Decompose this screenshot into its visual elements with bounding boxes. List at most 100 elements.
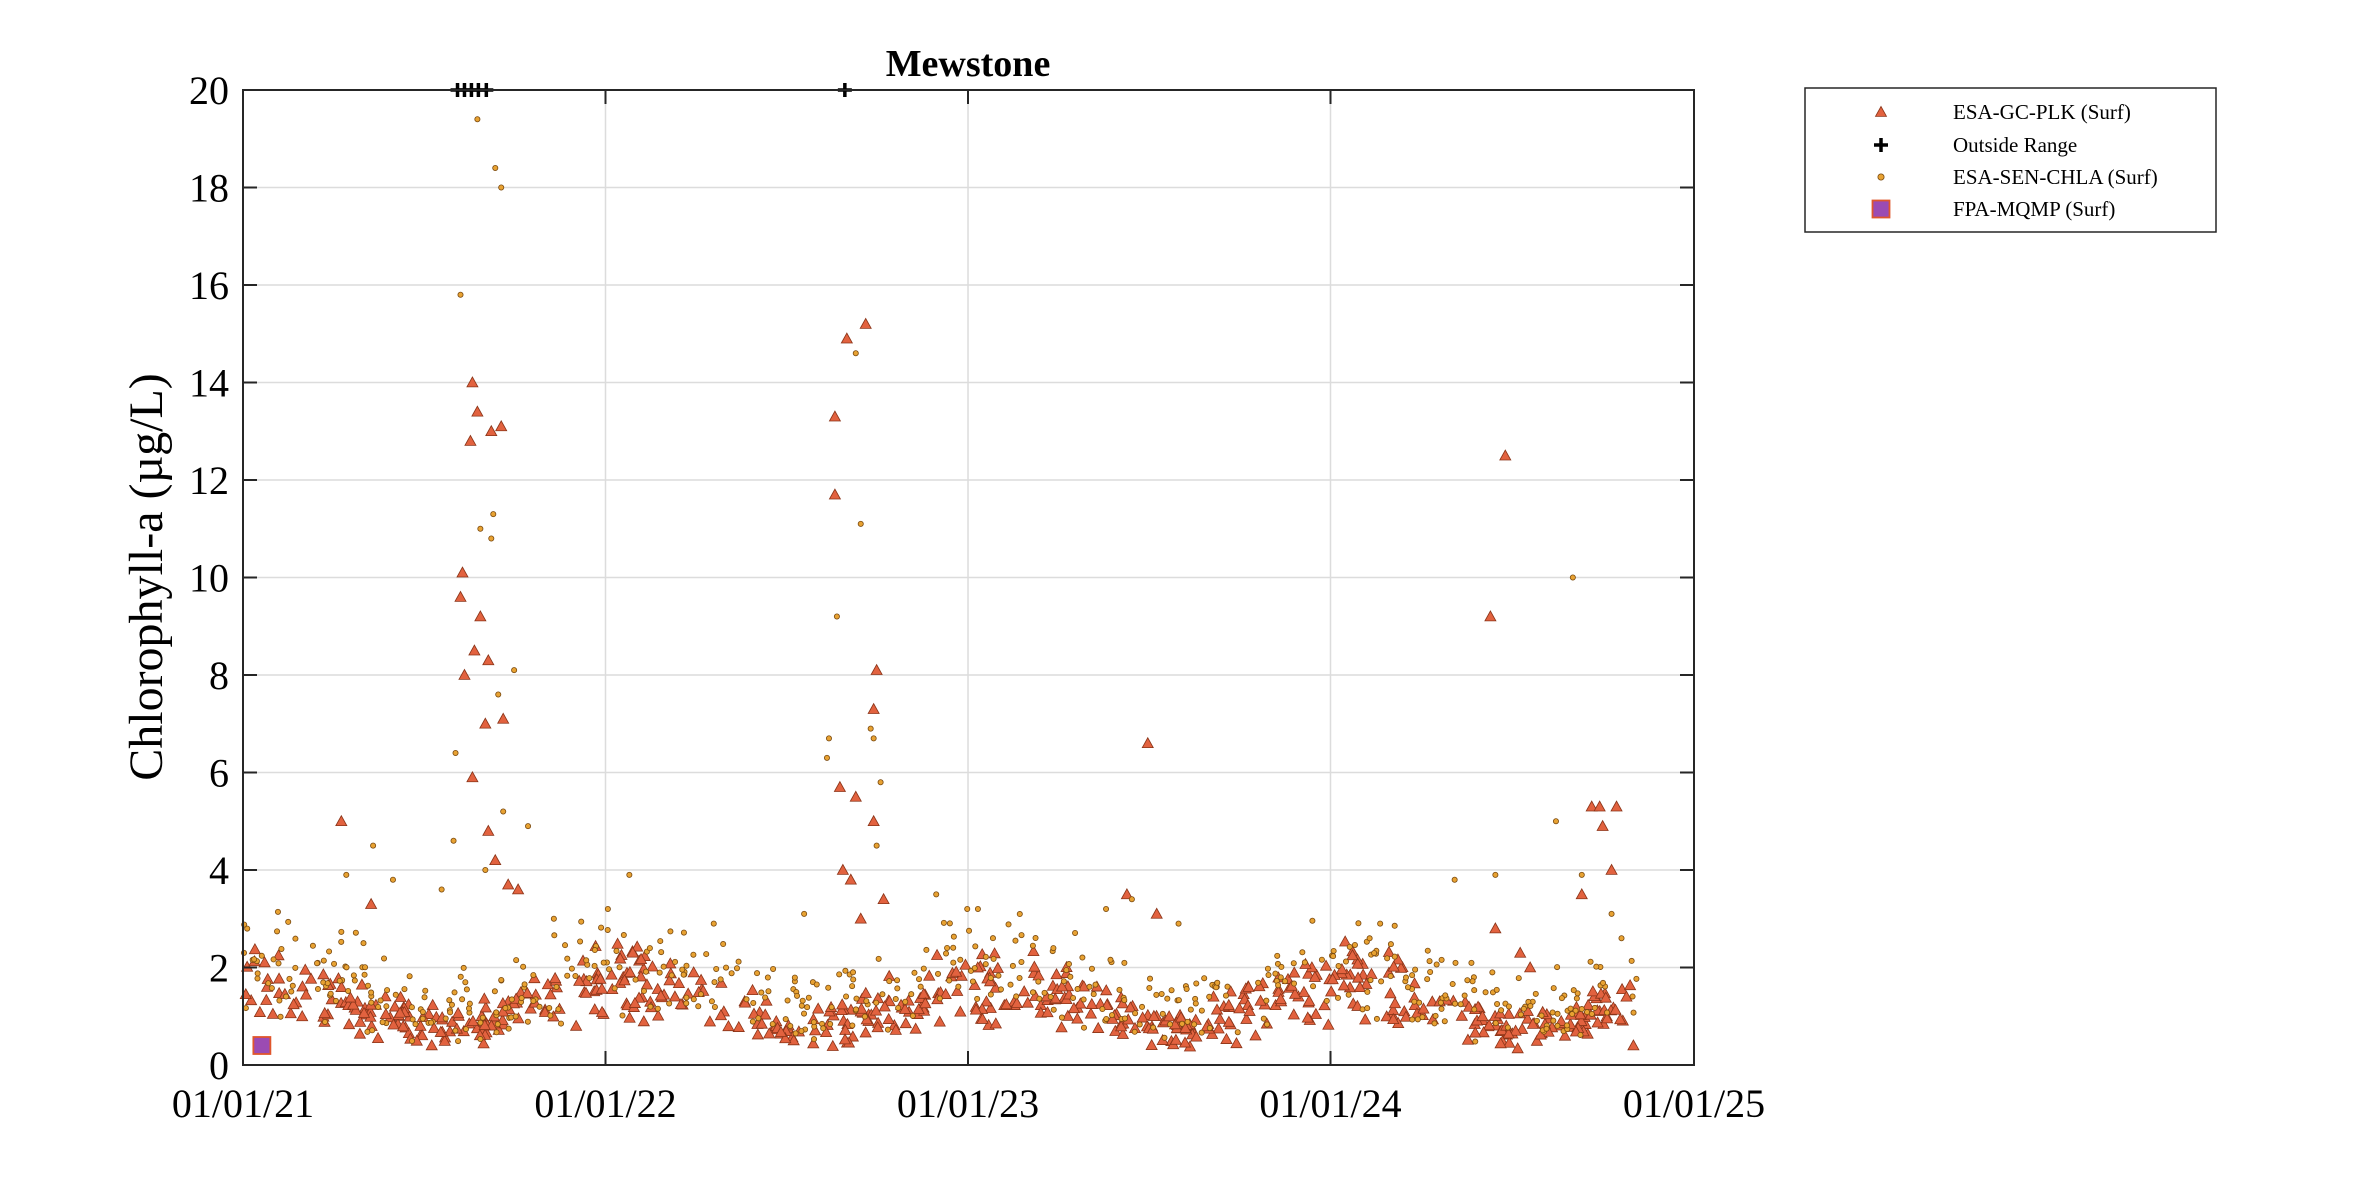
circle-marker xyxy=(511,667,518,674)
x-tick-label: 01/01/22 xyxy=(534,1081,676,1126)
triangle-marker xyxy=(1162,1010,1176,1022)
circle-marker xyxy=(493,1009,500,1016)
circle-marker xyxy=(572,972,579,979)
circle-marker xyxy=(852,1006,859,1013)
circle-marker xyxy=(521,981,528,988)
triangle-marker xyxy=(1301,1011,1314,1023)
triangle-marker xyxy=(687,966,700,978)
triangle-marker xyxy=(357,1006,371,1018)
triangle-marker xyxy=(849,790,862,802)
circle-marker xyxy=(477,525,484,532)
circle-marker xyxy=(884,1026,891,1033)
circle-marker xyxy=(892,996,899,1003)
triangle-marker xyxy=(477,1037,490,1049)
circle-marker xyxy=(1198,1029,1205,1036)
circle-marker xyxy=(268,985,275,992)
triangle-marker xyxy=(1302,967,1315,979)
circle-marker xyxy=(251,956,258,963)
triangle-marker xyxy=(1253,980,1266,992)
triangle-marker xyxy=(299,988,313,1000)
plot-area: 0 2 4 6 8 10 12 14 16 18 20 01/01/21 01/01/22 01/01/2… xyxy=(172,68,1765,1126)
circle-marker xyxy=(642,968,649,975)
triangle-marker xyxy=(296,980,309,992)
circle-marker xyxy=(530,997,537,1004)
triangle-marker xyxy=(1100,984,1113,996)
circle-marker xyxy=(1442,992,1449,999)
circle-marker xyxy=(1533,1017,1540,1024)
triangle-marker xyxy=(371,1031,385,1043)
triangle-marker xyxy=(524,1002,537,1014)
circle-marker xyxy=(1451,876,1458,883)
circle-marker xyxy=(455,1038,462,1045)
circle-marker xyxy=(1628,957,1635,964)
circle-marker xyxy=(345,987,352,994)
circle-marker xyxy=(1431,1020,1438,1027)
triangle-marker xyxy=(654,989,667,1001)
circle-marker xyxy=(964,906,971,913)
triangle-marker xyxy=(859,1026,872,1038)
circle-marker xyxy=(1549,1009,1556,1016)
x-tick-label: 01/01/23 xyxy=(897,1081,1039,1126)
circle-marker xyxy=(1520,1005,1527,1012)
triangle-marker xyxy=(1384,987,1397,999)
circle-marker xyxy=(409,1016,416,1023)
triangle-marker xyxy=(287,997,300,1010)
circle-marker xyxy=(1128,896,1135,903)
circle-marker xyxy=(974,906,981,913)
circle-marker xyxy=(314,986,321,993)
circle-marker xyxy=(755,1015,762,1022)
circle-marker xyxy=(1050,945,1057,952)
triangle-marker xyxy=(623,1011,636,1023)
circle-marker xyxy=(1058,1014,1065,1021)
circle-marker xyxy=(1489,969,1496,976)
circle-marker xyxy=(412,1021,419,1028)
circle-marker xyxy=(289,982,296,989)
triangle-marker xyxy=(588,1003,601,1015)
circle-marker xyxy=(1065,961,1072,968)
triangle-marker xyxy=(933,1015,946,1027)
triangle-marker xyxy=(1074,997,1087,1009)
triangle-marker xyxy=(466,771,479,783)
triangle-marker xyxy=(1233,1002,1246,1014)
circle-marker xyxy=(957,956,964,963)
triangle-marker xyxy=(1511,1042,1524,1054)
triangle-marker xyxy=(828,488,842,500)
circle-marker xyxy=(1193,980,1200,987)
circle-marker xyxy=(1153,991,1160,998)
circle-marker xyxy=(1367,977,1374,984)
circle-marker xyxy=(498,184,505,191)
circle-marker xyxy=(1309,917,1316,924)
triangle-marker xyxy=(1309,1007,1323,1019)
circle-marker xyxy=(863,998,870,1005)
triangle-marker xyxy=(867,702,880,714)
circle-marker xyxy=(1391,922,1398,929)
triangle-marker xyxy=(984,1001,997,1013)
triangle-marker xyxy=(1288,987,1302,999)
circle-marker xyxy=(710,920,717,927)
circle-marker xyxy=(870,735,877,742)
triangle-marker xyxy=(954,1005,967,1017)
circle-marker xyxy=(1554,1022,1561,1029)
triangle-marker xyxy=(751,1028,765,1040)
y-tick-label: 0 xyxy=(209,1043,229,1088)
circle-marker xyxy=(1029,942,1036,949)
triangle-marker xyxy=(807,1037,820,1049)
circle-marker xyxy=(474,116,481,123)
circle-marker xyxy=(950,933,957,940)
triangle-marker xyxy=(663,974,676,986)
circle-marker xyxy=(1371,950,1378,957)
triangle-marker xyxy=(949,965,963,977)
triangle-marker xyxy=(833,780,847,792)
circle-marker xyxy=(547,1012,554,1019)
circle-marker xyxy=(827,1021,834,1028)
triangle-marker xyxy=(1010,996,1024,1009)
circle-marker xyxy=(787,1022,794,1029)
triangle-marker xyxy=(1136,1011,1149,1023)
circle-marker xyxy=(463,986,470,993)
circle-marker xyxy=(1550,985,1557,992)
circle-marker xyxy=(1482,989,1489,996)
triangle-marker xyxy=(393,1006,407,1018)
circle-marker xyxy=(1214,979,1221,986)
circle-marker xyxy=(320,957,327,964)
